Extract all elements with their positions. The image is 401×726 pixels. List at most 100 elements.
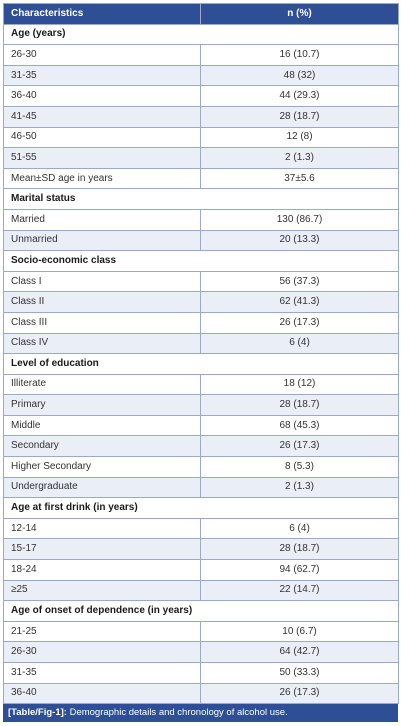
table-row: 18-24 94 (62.7) bbox=[3, 559, 399, 581]
row-label: Higher Secondary bbox=[3, 456, 201, 478]
row-label: Illiterate bbox=[3, 373, 201, 396]
table-caption: [Table/Fig-1]: Demographic details and c… bbox=[3, 704, 398, 722]
row-label: Class IV bbox=[3, 332, 201, 355]
section-header-row: Age at first drink (in years) bbox=[3, 497, 399, 519]
row-label: 18-24 bbox=[3, 559, 201, 581]
section-header-row: Marital status bbox=[3, 188, 399, 210]
table-row: Illiterate 18 (12) bbox=[3, 373, 399, 396]
table-row: 51-55 2 (1.3) bbox=[3, 147, 399, 169]
row-label: 26-30 bbox=[3, 641, 201, 663]
row-label: Mean±SD age in years bbox=[3, 167, 201, 190]
section-label: Marital status bbox=[3, 188, 399, 210]
row-label: 21-25 bbox=[3, 620, 201, 643]
row-value: 44 (29.3) bbox=[200, 85, 399, 107]
header-characteristics: Characteristics bbox=[3, 3, 201, 25]
table-row: Class III 26 (17.3) bbox=[3, 311, 399, 334]
row-value: 62 (41.3) bbox=[200, 291, 399, 313]
row-label: Undergraduate bbox=[3, 476, 201, 499]
table-row: 36-40 26 (17.3) bbox=[3, 682, 399, 705]
section-header-row: Level of education bbox=[3, 353, 399, 375]
table-row: Mean±SD age in years 37±5.6 bbox=[3, 167, 399, 190]
row-value: 22 (14.7) bbox=[200, 579, 399, 602]
row-label: 36-40 bbox=[3, 85, 201, 107]
row-label: Unmarried bbox=[3, 229, 201, 252]
caption-text: Demographic details and chronology of al… bbox=[69, 707, 288, 718]
row-label: Primary bbox=[3, 394, 201, 416]
caption-tag: [Table/Fig-1]: bbox=[8, 707, 67, 718]
table-row: Class I 56 (37.3) bbox=[3, 270, 399, 293]
demographics-table: Characteristics n (%) Age (years) 26-30 16… bbox=[3, 3, 399, 705]
section-header-row: Age of onset of dependence (in years) bbox=[3, 600, 399, 622]
row-value: 2 (1.3) bbox=[200, 147, 399, 169]
row-value: 12 (8) bbox=[200, 126, 399, 149]
row-value: 16 (10.7) bbox=[200, 44, 399, 66]
row-value: 2 (1.3) bbox=[200, 476, 399, 499]
row-label: 15-17 bbox=[3, 538, 201, 561]
table-row: 26-30 64 (42.7) bbox=[3, 641, 399, 663]
section-label: Level of education bbox=[3, 353, 399, 375]
row-label: 41-45 bbox=[3, 105, 201, 128]
row-value: 48 (32) bbox=[200, 64, 399, 87]
row-label: Secondary bbox=[3, 435, 201, 458]
table-header-row: Characteristics n (%) bbox=[3, 3, 399, 25]
row-value: 37±5.6 bbox=[200, 167, 399, 190]
table-row: Middle 68 (45.3) bbox=[3, 414, 399, 437]
table-row: 31-35 48 (32) bbox=[3, 64, 399, 87]
table-row: 46-50 12 (8) bbox=[3, 126, 399, 149]
row-value: 68 (45.3) bbox=[200, 414, 399, 437]
row-label: Class III bbox=[3, 311, 201, 334]
row-value: 26 (17.3) bbox=[200, 311, 399, 334]
row-label: 12-14 bbox=[3, 517, 201, 540]
table-row: 12-14 6 (4) bbox=[3, 517, 399, 540]
row-value: 8 (5.3) bbox=[200, 456, 399, 478]
row-value: 64 (42.7) bbox=[200, 641, 399, 663]
row-value: 18 (12) bbox=[200, 373, 399, 396]
row-label: Class I bbox=[3, 270, 201, 293]
table-row: 36-40 44 (29.3) bbox=[3, 85, 399, 107]
row-label: Middle bbox=[3, 414, 201, 437]
row-value: 6 (4) bbox=[200, 517, 399, 540]
row-value: 28 (18.7) bbox=[200, 105, 399, 128]
row-label: 26-30 bbox=[3, 44, 201, 66]
row-label: Class II bbox=[3, 291, 201, 313]
row-value: 20 (13.3) bbox=[200, 229, 399, 252]
table-row: 21-25 10 (6.7) bbox=[3, 620, 399, 643]
table-row: 26-30 16 (10.7) bbox=[3, 44, 399, 66]
row-value: 56 (37.3) bbox=[200, 270, 399, 293]
section-header-row: Socio-economic class bbox=[3, 250, 399, 272]
table-row: Married 130 (86.7) bbox=[3, 208, 399, 231]
row-label: Married bbox=[3, 208, 201, 231]
row-value: 6 (4) bbox=[200, 332, 399, 355]
table-row: Primary 28 (18.7) bbox=[3, 394, 399, 416]
section-label: Age (years) bbox=[3, 23, 399, 46]
row-value: 10 (6.7) bbox=[200, 620, 399, 643]
section-label: Age at first drink (in years) bbox=[3, 497, 399, 519]
row-value: 50 (33.3) bbox=[200, 662, 399, 684]
table-row: 15-17 28 (18.7) bbox=[3, 538, 399, 561]
row-label: ≥25 bbox=[3, 579, 201, 602]
row-label: 31-35 bbox=[3, 64, 201, 87]
table-row: Class IV 6 (4) bbox=[3, 332, 399, 355]
table-row: Secondary 26 (17.3) bbox=[3, 435, 399, 458]
row-label: 51-55 bbox=[3, 147, 201, 169]
table-row: 41-45 28 (18.7) bbox=[3, 105, 399, 128]
row-label: 36-40 bbox=[3, 682, 201, 705]
row-value: 94 (62.7) bbox=[200, 559, 399, 581]
table-body: Age (years) 26-30 16 (10.7) 31-35 48 (32) 36-… bbox=[3, 23, 399, 705]
row-value: 26 (17.3) bbox=[200, 682, 399, 705]
header-n-percent: n (%) bbox=[200, 3, 399, 25]
table-row: Unmarried 20 (13.3) bbox=[3, 229, 399, 252]
section-label: Socio-economic class bbox=[3, 250, 399, 272]
section-header-row: Age (years) bbox=[3, 23, 399, 46]
row-value: 28 (18.7) bbox=[200, 538, 399, 561]
table-row: Undergraduate 2 (1.3) bbox=[3, 476, 399, 499]
row-label: 31-35 bbox=[3, 662, 201, 684]
table-row: Higher Secondary 8 (5.3) bbox=[3, 456, 399, 478]
table-row: Class II 62 (41.3) bbox=[3, 291, 399, 313]
table-row: ≥25 22 (14.7) bbox=[3, 579, 399, 602]
section-label: Age of onset of dependence (in years) bbox=[3, 600, 399, 622]
row-label: 46-50 bbox=[3, 126, 201, 149]
row-value: 26 (17.3) bbox=[200, 435, 399, 458]
table-row: 31-35 50 (33.3) bbox=[3, 662, 399, 684]
